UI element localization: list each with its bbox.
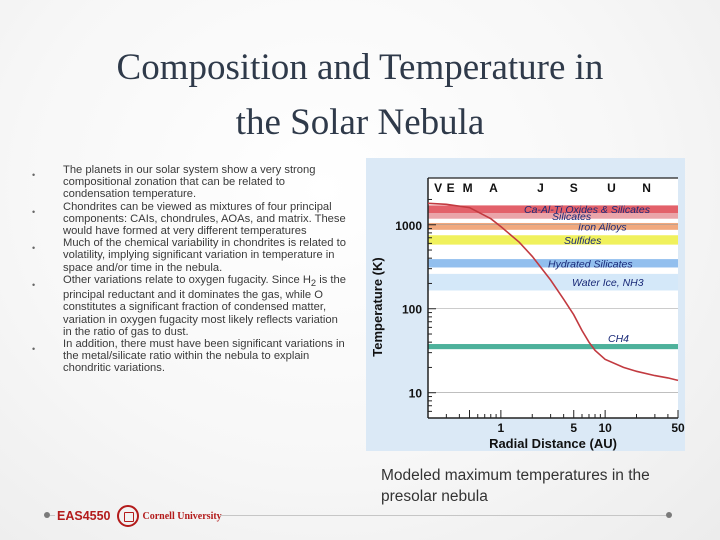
condensation-band: [428, 235, 678, 245]
planet-label: V: [434, 181, 442, 195]
university-logo-text: Cornell University: [142, 510, 222, 522]
bullet-item: Other variations relate to oxygen fugaci…: [28, 274, 346, 338]
y-tick-label: 10: [409, 387, 423, 401]
course-logo-text: EAS4550: [57, 509, 111, 523]
planet-label: S: [570, 181, 578, 195]
temperature-curve: [427, 202, 679, 382]
y-axis-title: Temperature (K): [370, 257, 385, 356]
y-tick-label: 1000: [395, 219, 422, 233]
figure-caption: Modeled maximum temperatures in the pres…: [381, 467, 650, 505]
condensation-band: [428, 259, 678, 268]
condensation-band: [428, 222, 678, 230]
footer-dot-left: [44, 512, 50, 518]
band-label: Hydrated Silicates: [548, 258, 633, 270]
y-tick-label: 100: [402, 303, 422, 317]
bullet-item: The planets in our solar system show a v…: [28, 164, 346, 201]
temperature-chart: Ca-Al-Ti Oxides & Silicates Silicates Iron…: [366, 158, 685, 451]
slide-title: Composition and Temperature in the Solar…: [40, 40, 680, 150]
bullet-item: In addition, there must have been signif…: [28, 338, 346, 375]
x-axis-title: Radial Distance (AU): [489, 436, 617, 451]
x-tick-label: 10: [598, 421, 612, 435]
planet-label: N: [642, 181, 651, 195]
footer-divider-left: [50, 515, 55, 516]
condensation-band: [428, 205, 678, 214]
band-label: Ca-Al-Ti Oxides & Silicates: [524, 204, 651, 216]
bullet-item: Much of the chemical variability in chon…: [28, 237, 346, 274]
footer-dot-right: [666, 512, 672, 518]
chart-svg: Ca-Al-Ti Oxides & SilicatesSilicatesIron…: [370, 177, 685, 451]
footer-logo: EAS4550 Cornell University: [57, 505, 222, 527]
planet-label: U: [607, 181, 616, 195]
bullet-list: The planets in our solar system show a v…: [28, 164, 346, 375]
title-line-2: the Solar Nebula: [235, 102, 485, 143]
band-label: Water Ice, NH3: [572, 277, 644, 289]
x-tick-label: 1: [498, 421, 505, 435]
x-tick-label: 5: [570, 421, 577, 435]
planet-label: E: [447, 181, 455, 195]
bullet-item: Chondrites can be viewed as mixtures of …: [28, 201, 346, 238]
planet-label: A: [489, 181, 498, 195]
title-line-1: Composition and Temperature in: [116, 47, 604, 88]
planet-label: M: [463, 181, 473, 195]
x-tick-label: 50: [671, 421, 685, 435]
band-label: Silicates: [552, 211, 592, 223]
band-label: Iron Alloys: [578, 221, 627, 233]
planet-label: J: [537, 181, 544, 195]
cornell-seal-icon: [116, 505, 139, 527]
condensation-band: [428, 213, 678, 219]
footer-divider-right: [220, 515, 666, 516]
band-label: Sulfides: [564, 235, 602, 247]
band-label: CH4: [608, 333, 629, 345]
condensation-band: [428, 344, 678, 350]
